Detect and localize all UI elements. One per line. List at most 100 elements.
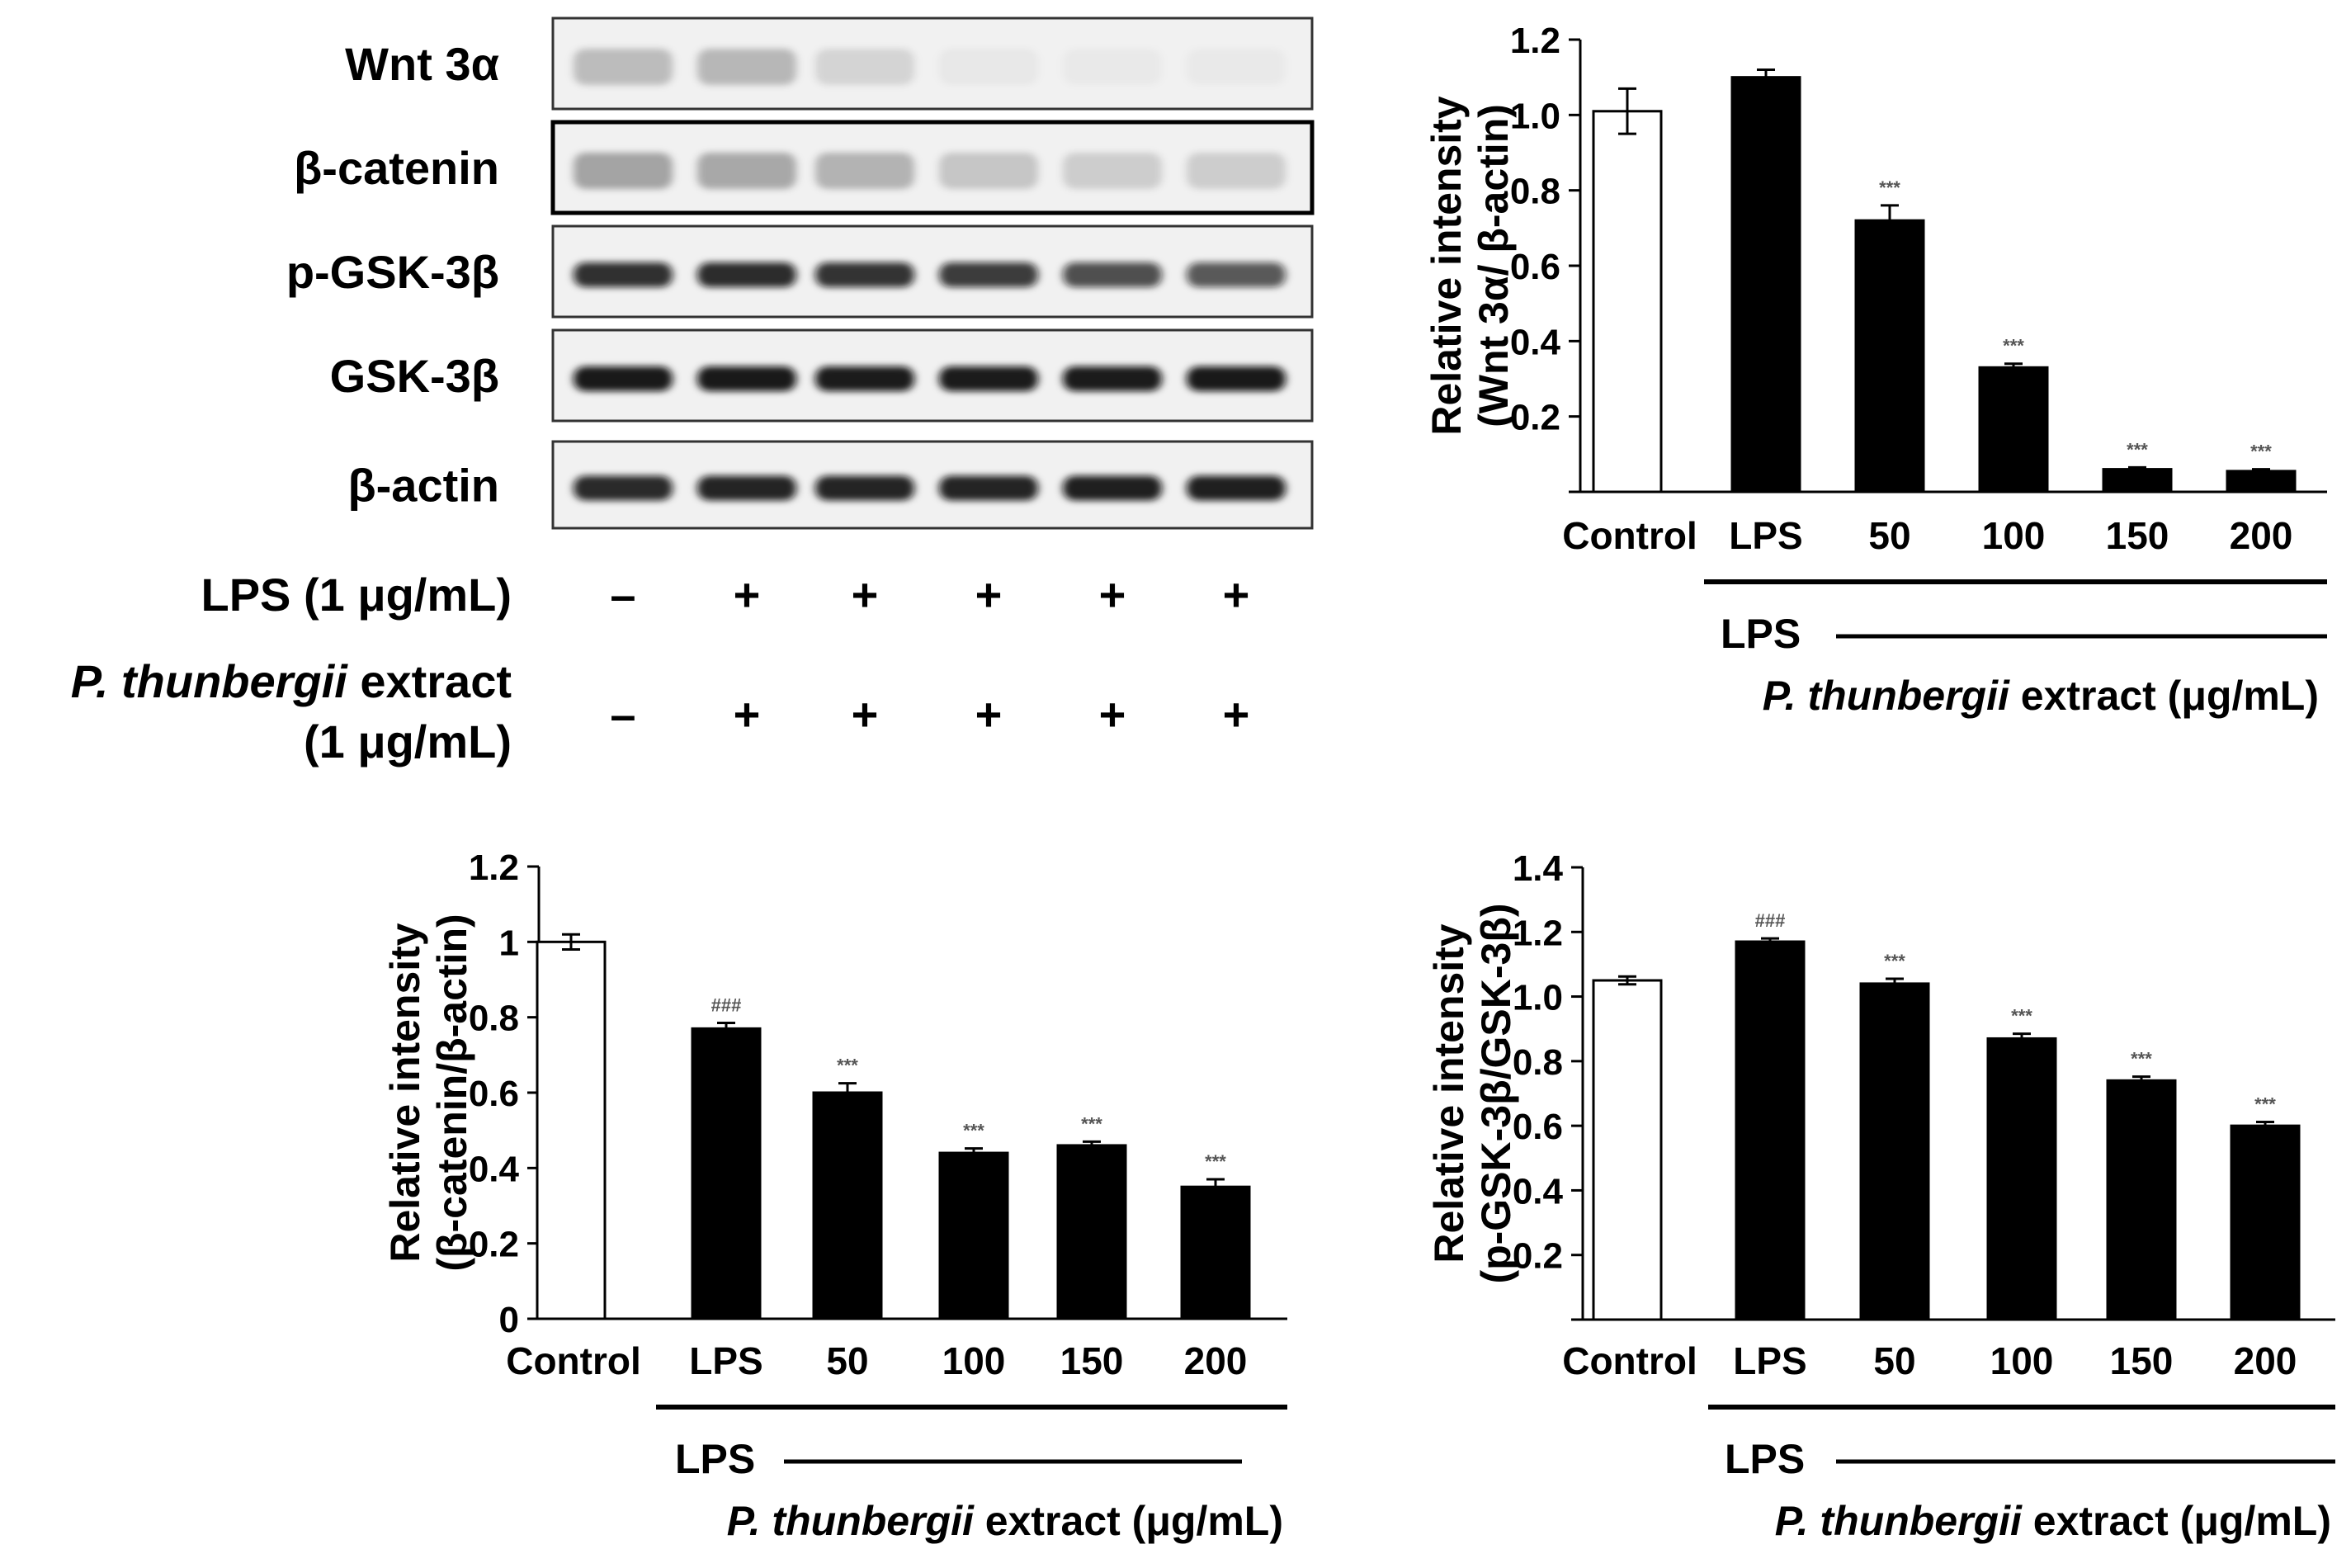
western-blot-panel: Wnt 3α β-catenin p-GSK-3β GSK-3β β-actin LPS … — [71, 17, 1315, 767]
lps-group-label: LPS — [1721, 611, 1801, 657]
x-tick-label: 200 — [1184, 1339, 1248, 1382]
x-axis-label-italic: P. thunbergii — [1775, 1498, 2023, 1544]
significance-marker: *** — [837, 1056, 858, 1076]
x-axis-label-rest: extract (μg/mL) — [2022, 1498, 2331, 1544]
extract-name-italic: P. thunbergii — [71, 655, 348, 707]
bar-50 — [812, 1091, 883, 1320]
blot-band — [1063, 49, 1162, 85]
bar-150 — [2106, 1079, 2177, 1321]
bar-50 — [1854, 219, 1925, 494]
blot-strip-p-gsk-3- — [551, 224, 1314, 319]
treatment-label-extract: P. thunbergii extract — [71, 655, 512, 707]
y-tick-label: 0.4 — [1510, 322, 1561, 362]
blot-label-gsk-3-: GSK-3β — [330, 350, 499, 402]
y-tick-label: 0.8 — [469, 999, 519, 1039]
blot-band — [1063, 475, 1162, 501]
y-axis-label-line2: (Wnt 3α/ β-actin) — [1471, 104, 1517, 427]
blot-label-p-gsk-3-: p-GSK-3β — [286, 246, 499, 298]
blot-band — [697, 475, 796, 501]
significance-marker: *** — [2011, 1006, 2032, 1027]
significance-marker: *** — [2127, 439, 2148, 460]
blot-band — [1063, 153, 1162, 189]
bar-lps — [1730, 76, 1801, 494]
x-tick-label: Control — [1562, 514, 1697, 557]
y-tick-label: 1.2 — [469, 848, 519, 888]
blot-band — [1187, 475, 1286, 501]
y-tick-label: 1.4 — [1513, 848, 1564, 889]
y-tick-label: 0.2 — [1513, 1236, 1563, 1277]
x-tick-label: 100 — [1990, 1339, 2054, 1382]
bar-lps — [1735, 940, 1806, 1321]
lps-group-label: LPS — [1725, 1436, 1805, 1482]
bar-control — [536, 940, 607, 1320]
treatment-sign: + — [975, 688, 1003, 740]
x-tick-label: 200 — [2234, 1339, 2297, 1382]
x-axis-label-italic: P. thunbergii — [727, 1498, 975, 1544]
y-tick-label: 1.0 — [1510, 96, 1560, 136]
y-tick-label: 1.2 — [1510, 21, 1560, 61]
treatment-sign: + — [975, 569, 1003, 621]
significance-marker: *** — [2254, 1093, 2276, 1114]
y-tick-label: 1.0 — [1513, 978, 1563, 1018]
y-tick-label: 0.8 — [1513, 1042, 1563, 1083]
chart-2: 0 0.2 0.4 0.6 0.8 1 1.2 Relative intensity (β-ca… — [382, 848, 1287, 1544]
x-axis-label: P. thunbergii extract (μg/mL) — [1763, 673, 2319, 719]
blot-band — [1063, 262, 1162, 287]
treatment-sign: + — [1099, 688, 1126, 740]
blot-band — [574, 153, 673, 189]
x-axis-label-rest: extract (μg/mL) — [2009, 673, 2319, 719]
x-tick-label: 50 — [1868, 514, 1910, 557]
significance-marker: *** — [1205, 1151, 1226, 1172]
blot-band — [697, 262, 796, 287]
significance-marker: *** — [2131, 1049, 2152, 1070]
x-tick-label: Control — [506, 1339, 641, 1382]
bar-control — [1592, 110, 1663, 494]
blot-band — [939, 153, 1038, 189]
blot-band — [939, 49, 1038, 85]
x-tick-label: LPS — [689, 1339, 762, 1382]
blot-strip-gsk-3- — [551, 328, 1314, 423]
bar-lps — [691, 1027, 762, 1320]
x-axis-label-italic: P. thunbergii — [1763, 673, 2010, 719]
x-tick-label: 150 — [1060, 1339, 1124, 1382]
bar-100 — [1978, 366, 2049, 494]
x-tick-label: 100 — [1982, 514, 2046, 557]
x-tick-label: LPS — [1729, 514, 1802, 557]
bar-200 — [2226, 470, 2297, 494]
extract-name-rest: extract — [347, 655, 512, 707]
x-tick-label: 50 — [1873, 1339, 1915, 1382]
blot-band — [939, 475, 1038, 501]
blot-band — [574, 262, 673, 287]
blot-band — [1187, 153, 1286, 189]
y-axis-label-line1: Relative intensity — [1423, 96, 1470, 435]
blot-band — [815, 475, 914, 501]
x-axis-label: P. thunbergii extract (μg/mL) — [727, 1498, 1283, 1544]
blot-band — [815, 366, 914, 391]
blot-band — [574, 475, 673, 501]
blot-label-wnt-3-: Wnt 3α — [345, 38, 499, 90]
treatment-sign: + — [734, 569, 761, 621]
x-tick-label: LPS — [1733, 1339, 1806, 1382]
x-axis-label-rest: extract (μg/mL) — [974, 1498, 1283, 1544]
y-tick-label: 0.6 — [1513, 1107, 1563, 1147]
blot-band — [1187, 366, 1286, 391]
bar-150 — [1056, 1144, 1127, 1320]
bar-50 — [1859, 982, 1930, 1321]
significance-marker: *** — [2250, 442, 2272, 462]
x-tick-label: 200 — [2230, 514, 2293, 557]
blot-strip-wnt-3- — [551, 17, 1314, 111]
y-tick-label: 1 — [499, 923, 519, 963]
treatment-sign: + — [734, 688, 761, 740]
bar-150 — [2102, 468, 2173, 494]
significance-marker: *** — [963, 1121, 984, 1141]
blot-band — [574, 49, 673, 85]
x-tick-label: 50 — [826, 1339, 868, 1382]
treatment-sign: – — [610, 688, 635, 740]
x-axis-label: P. thunbergii extract (μg/mL) — [1775, 1498, 2331, 1544]
treatment-sign: + — [1099, 569, 1126, 621]
blot-band — [697, 49, 796, 85]
y-axis-label-line1: Relative intensity — [382, 923, 428, 1262]
treatment-sign: + — [1223, 688, 1250, 740]
significance-marker: *** — [1884, 951, 1905, 971]
